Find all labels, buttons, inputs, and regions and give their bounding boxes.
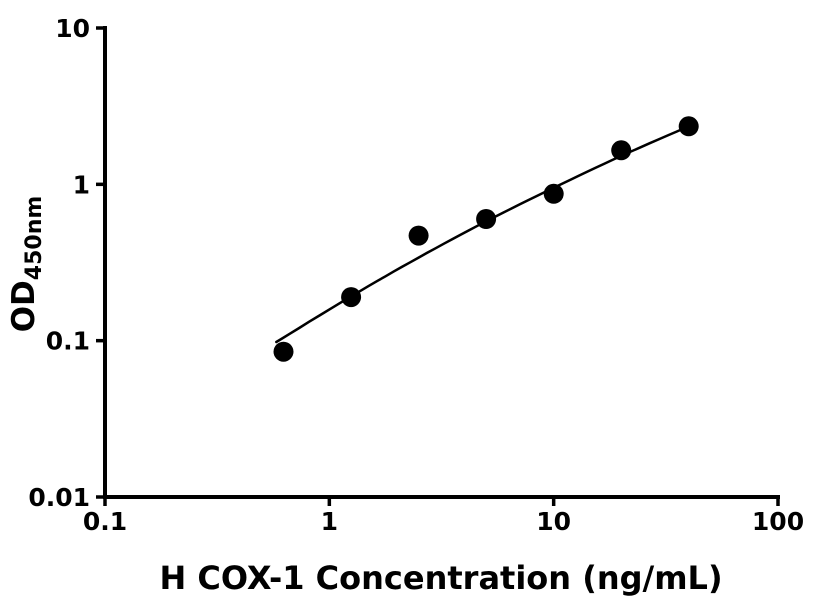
data-point <box>408 225 429 246</box>
y-axis-title-sub: 450nm <box>22 196 47 281</box>
y-axis-title: OD450nm <box>6 196 47 333</box>
y-tick-label: 10 <box>55 14 90 43</box>
data-point <box>543 183 564 204</box>
data-point <box>611 140 632 161</box>
y-axis-title-main: OD <box>6 280 42 332</box>
data-layer <box>273 116 699 362</box>
x-tick-label: 100 <box>752 507 804 536</box>
x-tick-label: 10 <box>536 507 571 536</box>
y-tick-label: 0.1 <box>46 327 90 356</box>
axes-layer <box>96 26 780 506</box>
x-tick-label: 0.1 <box>83 507 127 536</box>
data-point <box>273 341 294 362</box>
data-point <box>678 116 699 137</box>
axis-spines <box>103 26 780 499</box>
data-point <box>476 209 497 229</box>
data-point <box>341 287 362 308</box>
y-tick-label: 0.01 <box>28 483 90 512</box>
x-tick-label: 1 <box>321 507 338 536</box>
fitted-curve <box>275 125 690 344</box>
y-tick-label: 1 <box>73 170 90 199</box>
x-axis-title: H COX-1 Concentration (ng/mL) <box>159 559 722 597</box>
